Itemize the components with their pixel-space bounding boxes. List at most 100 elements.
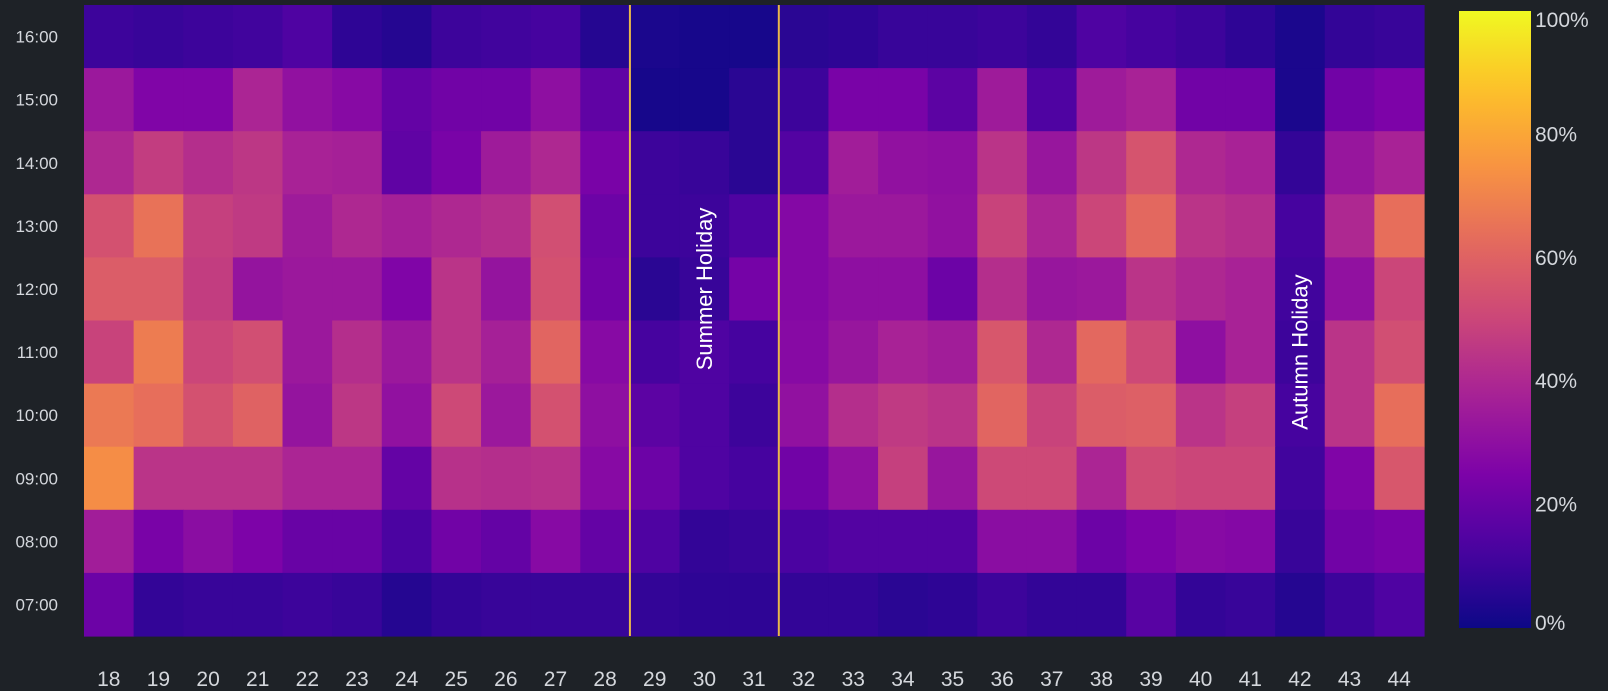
heatmap-cell	[381, 446, 433, 511]
x-tick-label: 26	[494, 668, 517, 691]
heatmap-cell	[481, 509, 532, 574]
heatmap-cell	[679, 572, 730, 637]
heatmap-cell	[828, 383, 879, 448]
heatmap-cell	[282, 446, 333, 511]
heatmap-cell	[1076, 383, 1127, 448]
heatmap-cell	[332, 320, 383, 385]
heatmap-cell	[580, 257, 631, 322]
heatmap-cell	[133, 383, 184, 448]
heatmap-cell	[1225, 68, 1276, 132]
heatmap-cell	[232, 383, 284, 448]
heatmap-cell	[282, 383, 333, 448]
heatmap-cell	[1126, 509, 1177, 574]
heatmap-cell	[1175, 194, 1227, 258]
heatmap-cell	[183, 131, 234, 195]
heatmap-cell	[232, 68, 284, 132]
heatmap-cell	[530, 383, 581, 448]
heatmap-cell	[133, 68, 184, 132]
heatmap-cell	[977, 68, 1028, 132]
heatmap-cell	[679, 68, 730, 132]
heatmap-cell	[332, 5, 383, 69]
heatmap-cell	[232, 320, 284, 385]
heatmap-cell	[828, 446, 879, 511]
heatmap-cell	[878, 131, 929, 195]
heatmap-cell	[878, 68, 929, 132]
heatmap-cell	[1275, 446, 1326, 511]
heatmap-cell	[679, 131, 730, 195]
x-tick-label: 25	[445, 668, 468, 691]
heatmap-cell	[481, 68, 532, 132]
heatmap-cell	[332, 68, 383, 132]
heatmap-cell	[927, 257, 978, 322]
heatmap-cell	[1076, 257, 1127, 322]
heatmap-cell	[332, 446, 383, 511]
x-tick-label: 39	[1139, 668, 1162, 691]
heatmap-cell	[778, 509, 830, 574]
heatmap-cell	[729, 194, 780, 258]
x-axis-tick-labels: 18 19 20 21 22 23 24 25 26 27 28 29 30 31 32 33 34 35 36 37…	[97, 668, 1411, 691]
heatmap-cell	[481, 383, 532, 448]
heatmap-cell	[778, 257, 830, 322]
colorbar-tick-label: 80%	[1535, 123, 1577, 146]
heatmap-cell	[1374, 383, 1425, 448]
heatmap-cell	[927, 509, 978, 574]
heatmap-cell	[1126, 257, 1177, 322]
heatmap-cell	[332, 572, 383, 637]
heatmap-cell	[1126, 194, 1177, 258]
heatmap-cell	[530, 68, 581, 132]
heatmap-cell	[778, 572, 830, 637]
heatmap-cell	[778, 320, 830, 385]
heatmap-cell	[84, 194, 135, 258]
heatmap-cell	[878, 446, 929, 511]
heatmap-cell	[977, 131, 1028, 195]
heatmap-cell	[133, 194, 184, 258]
x-tick-label: 33	[842, 668, 865, 691]
heatmap-cell	[1026, 383, 1078, 448]
heatmap-cell	[381, 509, 433, 574]
heatmap-cell	[1374, 68, 1425, 132]
x-tick-label: 31	[742, 668, 765, 691]
heatmap-cell	[133, 572, 184, 637]
heatmap-cell	[629, 320, 681, 385]
heatmap-cell	[232, 446, 284, 511]
holiday-separator-lines	[628, 5, 780, 636]
heatmap-cell	[332, 257, 383, 322]
heatmap-cell	[679, 509, 730, 574]
heatmap-cell	[530, 131, 581, 195]
heatmap-cell	[282, 320, 333, 385]
heatmap-cell	[84, 257, 135, 322]
heatmap-cell	[282, 509, 333, 574]
colorbar-tick-label: 60%	[1535, 247, 1577, 270]
heatmap-cell	[927, 131, 978, 195]
heatmap-cell	[1374, 5, 1425, 69]
x-tick-label: 30	[693, 668, 716, 691]
heatmap-cell	[530, 5, 581, 69]
heatmap-cell	[381, 320, 433, 385]
heatmap-cell	[1026, 446, 1078, 511]
heatmap-cell	[1275, 572, 1326, 637]
heatmap-cell	[431, 509, 482, 574]
heatmap-cell	[1175, 131, 1227, 195]
heatmap-cell	[580, 572, 631, 637]
heatmap-cell	[183, 446, 234, 511]
heatmap-cell	[629, 68, 681, 132]
x-tick-label: 40	[1189, 668, 1212, 691]
heatmap-cell	[381, 194, 433, 258]
heatmap-cell	[679, 383, 730, 448]
heatmap-cell	[332, 131, 383, 195]
heatmap-cell	[927, 320, 978, 385]
heatmap-cell	[1076, 509, 1127, 574]
heatmap-cell	[1026, 509, 1078, 574]
heatmap-cell	[530, 320, 581, 385]
y-tick-label: 07:00	[15, 595, 58, 614]
x-tick-label: 37	[1040, 668, 1063, 691]
heatmap-cell	[530, 257, 581, 322]
heatmap-cell	[778, 5, 830, 69]
heatmap-cell	[481, 194, 532, 258]
heatmap-cell	[232, 509, 284, 574]
heatmap-cell	[1225, 320, 1276, 385]
heatmap-cell	[1076, 320, 1127, 385]
heatmap-cell	[282, 131, 333, 195]
heatmap-cell	[1126, 446, 1177, 511]
x-tick-label: 29	[643, 668, 666, 691]
